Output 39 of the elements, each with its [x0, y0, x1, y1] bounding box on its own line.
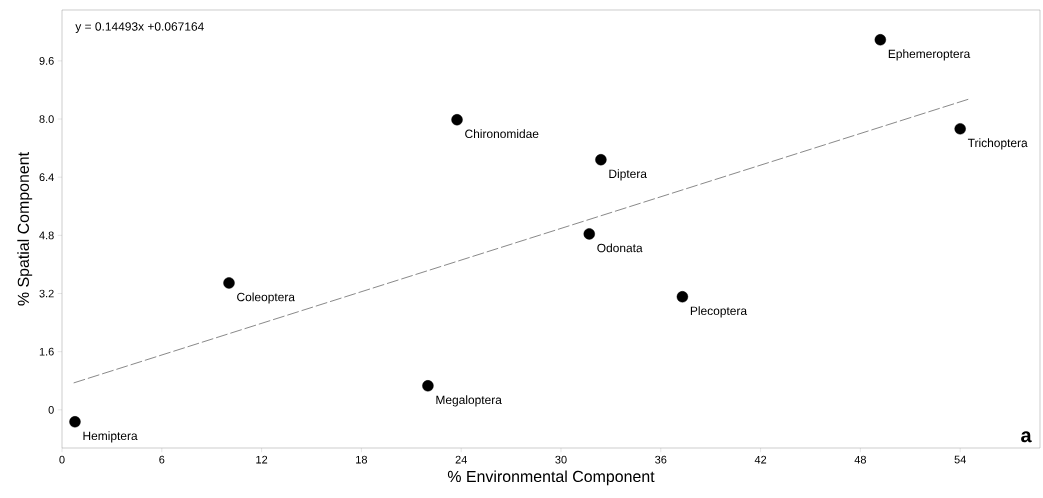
x-tick-label: 6 [159, 455, 165, 464]
annotation: Diptera [609, 169, 647, 181]
annotation: Plecoptera [690, 306, 748, 318]
y-tick-label: 4.8 [39, 231, 54, 240]
annotation: Ephemeroptera [888, 49, 971, 61]
y-tick-label: 9.6 [39, 57, 54, 65]
x-tick-label: 30 [555, 455, 567, 464]
x-tick-label: 36 [655, 455, 667, 464]
x-tick-label: 24 [455, 455, 467, 464]
point [223, 277, 235, 289]
x-tick-label: 18 [356, 455, 367, 464]
point [583, 228, 595, 240]
annotation: Trichoptera [967, 138, 1028, 150]
annotation: y = 0.14493x +0.067164 [75, 22, 204, 34]
y-tick-label: 3.2 [39, 289, 54, 298]
annotation: Odonata [597, 243, 643, 253]
x-tick-label: 48 [854, 455, 866, 464]
point [595, 154, 607, 166]
point [422, 380, 434, 392]
y-tick-label: 8.0 [39, 115, 54, 123]
y-axis-title: % Spatial Component [17, 152, 33, 306]
x-tick-label: 54 [954, 455, 966, 464]
annotation: Hemiptera [83, 431, 138, 443]
point [69, 416, 81, 428]
x-axis-title: % Environmental Component [447, 470, 655, 486]
y-tick-label: 6.4 [39, 173, 54, 182]
point [676, 291, 689, 303]
x-tick-label: 42 [754, 455, 767, 464]
annotation: a [1021, 431, 1032, 443]
point [874, 34, 887, 46]
point [451, 114, 463, 126]
point [954, 123, 966, 135]
annotation: Coleoptera [237, 292, 295, 304]
annotation: Megaloptera [436, 395, 502, 407]
x-tick-label: 0 [59, 455, 65, 464]
annotation: Chironomidae [465, 129, 539, 139]
y-tick-label: 1.6 [39, 347, 54, 356]
x-tick-label: 12 [256, 455, 268, 464]
y-tick-label: 0 [48, 405, 54, 414]
